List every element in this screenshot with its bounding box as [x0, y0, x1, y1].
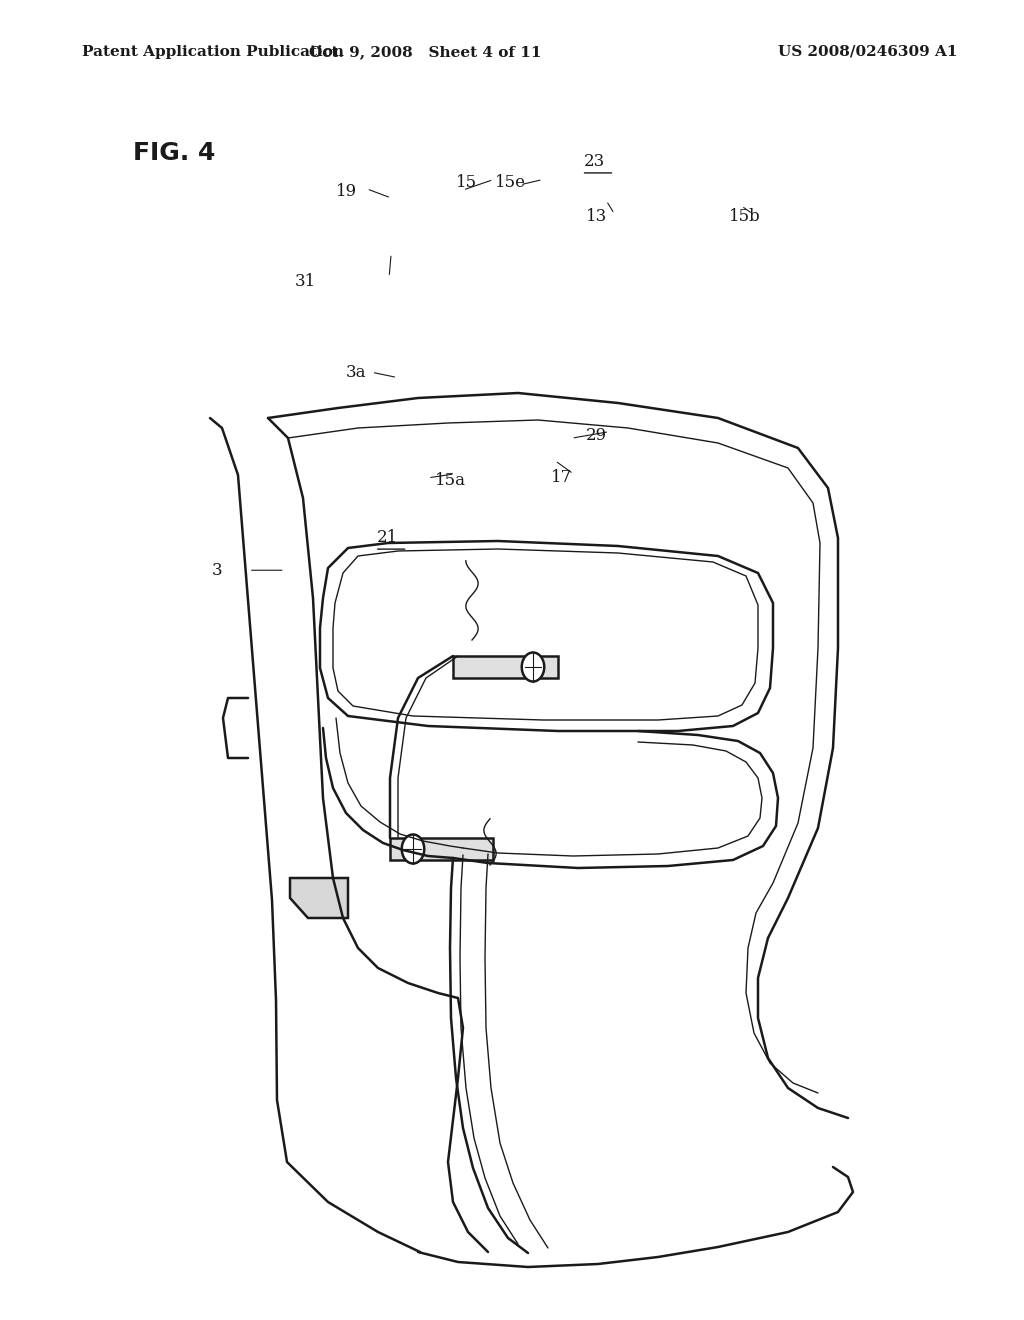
Circle shape [522, 652, 545, 681]
Text: 3a: 3a [346, 364, 367, 380]
Text: US 2008/0246309 A1: US 2008/0246309 A1 [778, 45, 957, 59]
Text: 31: 31 [295, 273, 316, 289]
Text: 15e: 15e [495, 174, 525, 190]
Text: 3: 3 [212, 562, 222, 578]
Polygon shape [390, 838, 493, 861]
Text: 13: 13 [586, 209, 607, 224]
Text: 15: 15 [456, 174, 477, 190]
Text: Oct. 9, 2008   Sheet 4 of 11: Oct. 9, 2008 Sheet 4 of 11 [308, 45, 542, 59]
Polygon shape [290, 878, 348, 917]
Polygon shape [453, 656, 558, 678]
Text: 21: 21 [377, 529, 398, 545]
Text: FIG. 4: FIG. 4 [133, 141, 215, 165]
Text: 15a: 15a [435, 473, 466, 488]
Text: 19: 19 [336, 183, 357, 199]
Text: 17: 17 [551, 470, 572, 486]
Circle shape [401, 834, 424, 863]
Text: 23: 23 [584, 153, 605, 169]
Text: 15b: 15b [729, 209, 761, 224]
Text: 29: 29 [586, 428, 607, 444]
Text: Patent Application Publication: Patent Application Publication [82, 45, 344, 59]
